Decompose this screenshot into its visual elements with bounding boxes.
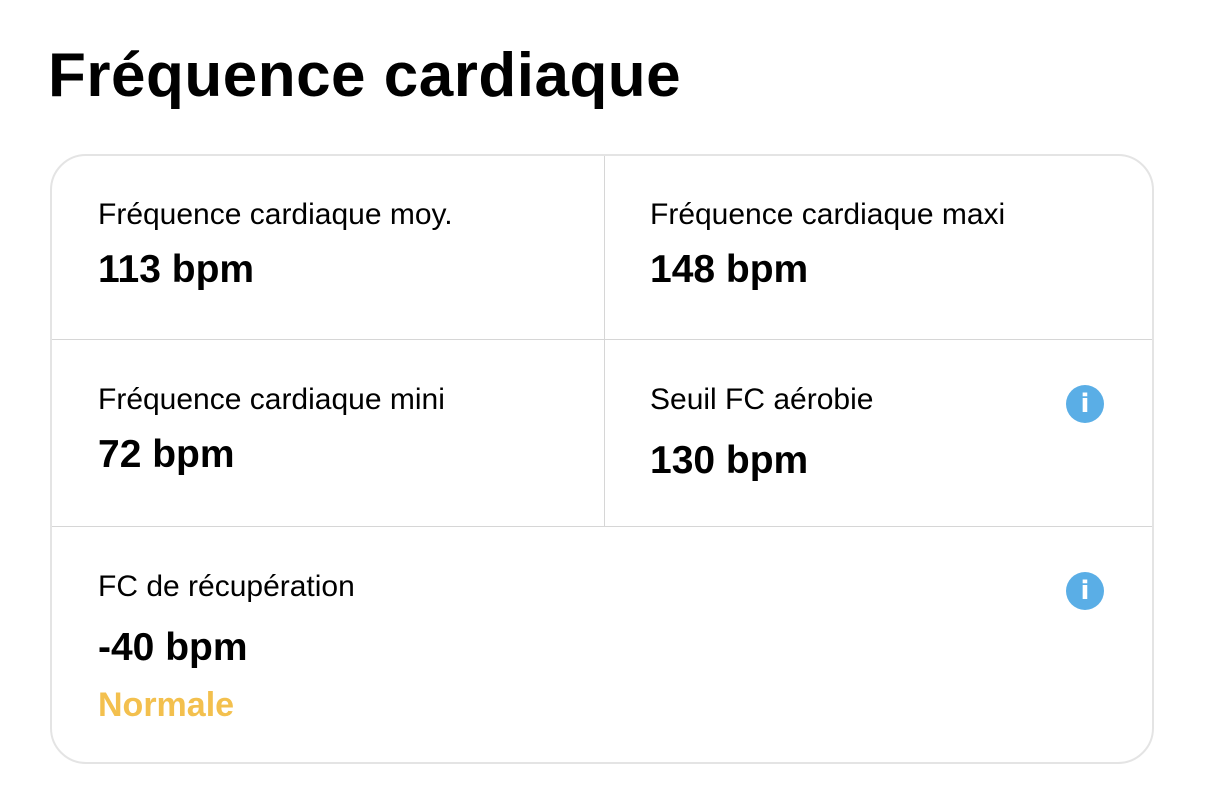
metric-max-hr: Fréquence cardiaque maxi 148 bpm (604, 156, 1156, 339)
metric-value: 113 bpm (98, 248, 255, 291)
metric-label: FC de récupération (98, 570, 355, 603)
info-icon[interactable]: i (1066, 572, 1104, 610)
divider-vertical (604, 156, 605, 527)
heart-rate-card: Fréquence cardiaque moy. 113 bpm Fréquen… (50, 154, 1154, 764)
divider (52, 526, 1152, 527)
metric-value: 72 bpm (98, 433, 235, 476)
info-icon[interactable]: i (1066, 385, 1104, 423)
metric-value: 148 bpm (650, 248, 809, 291)
status-badge: Normale (98, 686, 235, 724)
metric-label: Fréquence cardiaque maxi (650, 198, 1006, 231)
metric-recovery-hr: FC de récupération -40 bpm Normale i (52, 526, 1156, 766)
metric-value: -40 bpm (98, 626, 248, 669)
metric-aerobic-threshold: Seuil FC aérobie 130 bpm i (604, 339, 1156, 526)
metric-avg-hr: Fréquence cardiaque moy. 113 bpm (52, 156, 604, 339)
metric-label: Fréquence cardiaque mini (98, 383, 445, 416)
metric-label: Fréquence cardiaque moy. (98, 198, 453, 231)
metric-label: Seuil FC aérobie (650, 383, 874, 416)
divider (52, 339, 1152, 340)
page-title: Fréquence cardiaque (48, 41, 682, 110)
metric-min-hr: Fréquence cardiaque mini 72 bpm (52, 339, 604, 526)
metric-value: 130 bpm (650, 439, 809, 482)
